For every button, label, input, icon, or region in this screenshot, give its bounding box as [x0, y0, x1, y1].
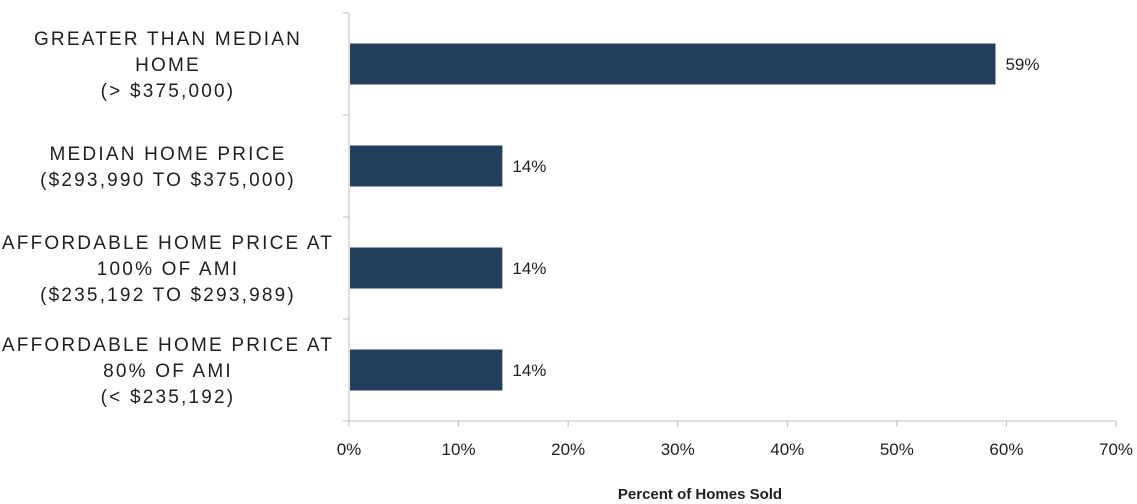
- category-label-line: 80% OF AMI: [103, 361, 233, 382]
- bar: [350, 349, 503, 391]
- category-label-line: HOME: [135, 55, 201, 76]
- chart-labels: 0% 10% 20% 30% 40% 50% 60% 70% 59% GREATER THAN M…: [2, 29, 1133, 459]
- category-label-line: (< $235,192): [101, 387, 236, 408]
- category-label-line: ($293,990 TO $375,000): [40, 170, 296, 191]
- category-label: MEDIAN HOME PRICE ($293,990 TO $375,000): [40, 144, 296, 191]
- x-tick-label: 40%: [770, 440, 804, 459]
- chart-bars: [350, 43, 996, 391]
- category-label-line: MEDIAN HOME PRICE: [50, 144, 287, 165]
- x-tick-label: 20%: [551, 440, 585, 459]
- bar-data-label: 14%: [512, 157, 546, 176]
- bar: [350, 145, 503, 187]
- category-label: GREATER THAN MEDIAN HOME (> $375,000): [34, 29, 302, 102]
- category-label: AFFORDABLE HOME PRICE AT 100% OF AMI ($235…: [2, 233, 334, 306]
- x-tick-label: 0%: [337, 440, 362, 459]
- x-tick-label: 30%: [661, 440, 695, 459]
- bar: [350, 247, 503, 289]
- bar: [350, 43, 996, 85]
- x-tick-label: 10%: [442, 440, 476, 459]
- category-label-line: 100% OF AMI: [97, 259, 239, 280]
- category-label-line: AFFORDABLE HOME PRICE AT: [2, 335, 334, 356]
- bar-data-label: 14%: [512, 361, 546, 380]
- chart-axes: [343, 12, 1117, 427]
- x-axis-title: Percent of Homes Sold: [618, 486, 782, 503]
- category-label-line: (> $375,000): [101, 81, 236, 102]
- category-label-line: GREATER THAN MEDIAN: [34, 29, 302, 50]
- bar-data-label: 59%: [1005, 55, 1039, 74]
- category-label-line: AFFORDABLE HOME PRICE AT: [2, 233, 334, 254]
- x-tick-label: 60%: [989, 440, 1023, 459]
- x-tick-label: 70%: [1099, 440, 1133, 459]
- category-label-line: ($235,192 TO $293,989): [40, 285, 296, 306]
- category-label: AFFORDABLE HOME PRICE AT 80% OF AMI (< $23…: [2, 335, 334, 408]
- bar-data-label: 14%: [512, 259, 546, 278]
- x-tick-label: 50%: [880, 440, 914, 459]
